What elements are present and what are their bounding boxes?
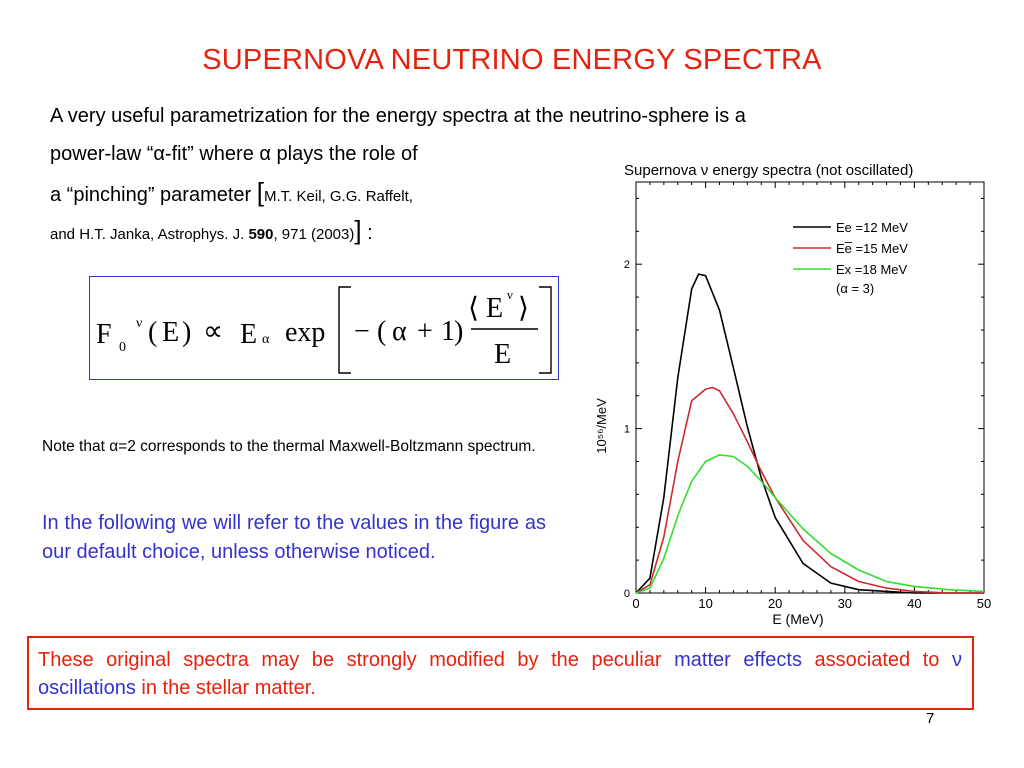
y-tick-label: 1 [624,424,630,436]
reference-volume: 590 [248,226,274,243]
formula-exp: exp [285,317,325,348]
alpha-symbol: α [153,143,165,165]
x-tick-label: 0 [632,596,639,611]
reference-pages: , 971 (2003) [273,226,355,243]
legend-note: (α = 3) [836,281,874,296]
formula-superscript-nu: ν [136,316,142,331]
series-line [635,273,984,594]
page-number: 7 [926,710,935,727]
intro-line-4: and H.T. Janka, Astrophys. J. 590, 971 (… [50,215,373,247]
warning-oscillations: oscillations [38,677,136,699]
x-tick-label: 20 [768,596,782,611]
formula-mean-E: E [486,293,503,324]
note-text: Note that α=2 corresponds to the thermal… [42,436,587,457]
formula-right-bracket [539,286,552,374]
formula-rangle: ⟩ [518,293,529,324]
formula-lparen-2: ( [377,316,386,347]
intro-text-2a: power-law “ [50,143,154,165]
formula-rparen: ) [182,317,191,348]
intro-text-3: a “pinching” parameter [50,184,257,206]
formula-E: E [162,317,179,348]
warning-box: These original spectra may be strongly m… [27,636,974,710]
reference-authors-b: and H.T. Janka, Astrophys. J. [50,226,249,243]
legend-label: Ex =18 MeV [836,262,908,277]
nu-symbol: ν [952,649,963,671]
formula-denominator-E: E [494,339,511,370]
note-text-b: =2 corresponds to the thermal Maxwell-Bo… [118,438,536,455]
legend-label: Ee̅ =15 MeV [836,241,908,256]
slide-title: SUPERNOVA NEUTRINO ENERGY SPECTRA [202,44,822,76]
intro-line-3: a “pinching” parameter [M.T. Keil, G.G. … [50,177,413,209]
intro-text-2c: plays the role of [270,143,418,165]
bracket-open: [ [256,177,265,207]
intro-text-2b: -fit” where [164,143,260,165]
bracket-close: ] [354,215,362,245]
intro-line-1: A very useful parametrization for the en… [50,104,746,128]
series-line [635,454,985,594]
formula-equation: F 0 ν ( E ) ∝ E α exp − ( α + 1 ) ⟨ E ν … [96,286,552,374]
x-axis-label: E (MeV) [772,611,823,627]
formula-langle: ⟨ [468,293,479,324]
chart-plot-area: 0 10 20 30 40 50 0 1 2 Ee =12 MeV Ee̅ =15 MeV Ex =1… [624,181,991,611]
y-axis-label: 10⁵⁶/MeV [594,398,609,454]
formula-one: 1 [441,316,455,347]
chart-title: Supernova ν energy spectra (not oscillat… [624,162,913,179]
x-tick-label: 10 [698,596,712,611]
warning-text-c: associated to [801,649,953,671]
formula-E-power: E [240,319,257,350]
formula-minus: − [354,316,370,347]
alpha-symbol: α [109,438,119,455]
formula-alpha: α [392,316,407,347]
series-line [635,386,984,594]
x-tick-label: 40 [907,596,921,611]
note-text-a: Note that [42,438,110,455]
x-tick-label: 30 [838,596,852,611]
formula-rparen-2: ) [454,316,463,347]
colon: : [361,222,373,244]
formula-mean-nu: ν [507,287,513,302]
intro-text-1: A very useful parametrization for the en… [50,105,746,127]
formula-subscript-0: 0 [119,340,126,355]
y-tick-label: 0 [624,588,630,600]
formula-plus: + [417,316,433,347]
formula-alpha-exponent: α [262,332,270,347]
formula-F: F [96,319,112,350]
warning-text-e: in the stellar matter. [135,677,316,699]
plot-frame [635,181,985,594]
alpha-symbol: α [259,143,271,165]
y-tick-label: 2 [624,259,630,271]
spectra-chart: Supernova ν energy spectra (not oscillat… [594,162,991,627]
reference-authors-a: M.T. Keil, G.G. Raffelt, [264,188,413,205]
formula-lparen: ( [148,317,157,348]
legend-label: Ee =12 MeV [836,220,908,235]
warning-text-a: These original spectra may be strongly m… [38,649,675,671]
x-tick-label: 50 [977,596,991,611]
formula-left-bracket [338,286,351,374]
default-choice-text: In the following we will refer to the va… [42,512,546,563]
warning-matter-effects: matter effects [674,649,802,671]
intro-line-2: power-law “α-fit” where α plays the role… [50,142,418,166]
formula-box: F 0 ν ( E ) ∝ E α exp − ( α + 1 ) ⟨ E ν … [89,276,559,380]
formula-propto: ∝ [203,316,223,347]
